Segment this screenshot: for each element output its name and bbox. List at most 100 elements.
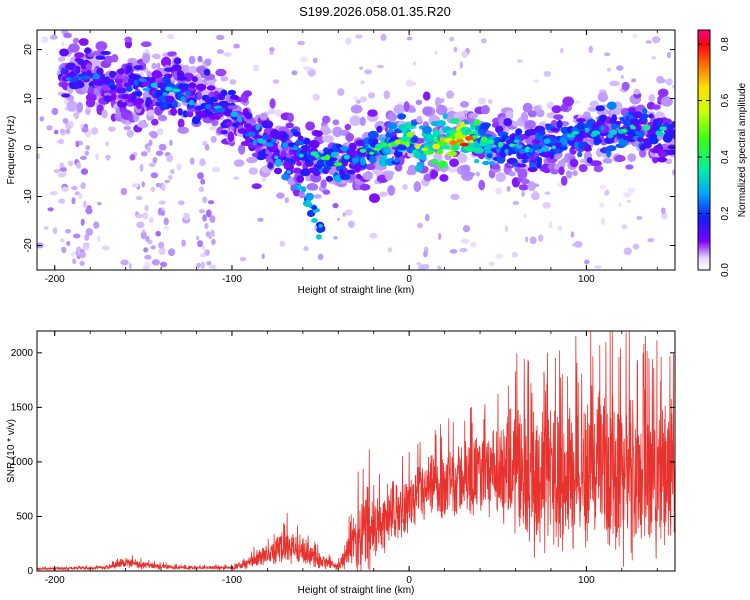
heatmap-blob <box>300 168 311 177</box>
heatmap-blob <box>170 168 175 175</box>
heatmap-blob <box>188 99 195 106</box>
heatmap-blob <box>84 47 92 55</box>
heatmap-blob <box>201 245 206 251</box>
heatmap-blob <box>595 138 603 144</box>
heatmap-blob <box>139 164 144 172</box>
heatmap-blob <box>533 79 540 84</box>
heatmap-blob <box>101 83 110 92</box>
heatmap-blob <box>142 265 150 270</box>
heatmap-blob <box>630 124 635 130</box>
heatmap-blob <box>666 149 675 156</box>
heatmap-blob <box>642 108 648 114</box>
heatmap-blob <box>59 48 69 57</box>
heatmap-blob <box>209 264 217 270</box>
heatmap-blob <box>381 142 388 148</box>
heatmap-blob <box>197 55 203 63</box>
heatmap-blob <box>133 65 144 70</box>
y-tick-label: 0 <box>23 144 34 150</box>
heatmap-blob <box>54 129 59 135</box>
heatmap-blob <box>562 96 574 107</box>
heatmap-blob <box>436 104 448 116</box>
heatmap-blob <box>376 125 383 133</box>
heatmap-blob <box>332 203 339 209</box>
heatmap-blob <box>343 154 350 160</box>
heatmap-blob <box>573 100 581 104</box>
heatmap-blob <box>209 215 216 223</box>
heatmap-blob <box>577 151 583 158</box>
y-tick-label: 500 <box>16 511 33 522</box>
heatmap-blob <box>233 176 240 180</box>
heatmap-blob <box>387 122 398 130</box>
heatmap-blob <box>61 67 66 73</box>
heatmap-blob <box>171 99 178 108</box>
heatmap-blob <box>520 112 529 123</box>
heatmap-blob <box>272 145 279 151</box>
heatmap-blob <box>637 130 645 138</box>
heatmap-blob <box>442 145 451 150</box>
heatmap-blob <box>275 109 283 117</box>
heatmap-blob <box>625 164 634 170</box>
snr-y-ticks: 0 500 1000 1500 2000 <box>11 348 675 577</box>
heatmap-blob <box>322 135 334 143</box>
heatmap-blob <box>256 155 266 161</box>
spectrogram-y-ticks: -20 -10 0 10 20 <box>23 44 675 253</box>
heatmap-blob <box>203 68 211 76</box>
heatmap-blob <box>447 165 457 173</box>
heatmap-blob <box>88 86 95 94</box>
heatmap-blob <box>495 172 506 183</box>
heatmap-blob <box>526 128 538 136</box>
heatmap-blob <box>423 250 428 258</box>
heatmap-blob <box>227 131 235 143</box>
y-tick-label: 0 <box>27 566 33 577</box>
heatmap-blob <box>470 241 477 248</box>
heatmap-blob <box>306 183 319 191</box>
heatmap-blob <box>602 158 613 164</box>
heatmap-blob <box>408 107 416 113</box>
heatmap-blob <box>520 178 530 185</box>
heatmap-blob <box>495 125 504 134</box>
heatmap-blob <box>424 213 430 222</box>
heatmap-blob <box>459 247 468 253</box>
heatmap-blob <box>158 143 167 151</box>
heatmap-blob <box>427 133 435 142</box>
heatmap-blob <box>178 200 185 206</box>
heatmap-blob <box>176 76 188 81</box>
heatmap-blob <box>108 126 116 132</box>
heatmap-blob <box>349 115 361 126</box>
heatmap-blob <box>239 256 247 262</box>
snr-x-label: Height of straight line (km) <box>298 585 415 596</box>
heatmap-blob <box>259 112 268 121</box>
heatmap-blob <box>72 37 80 44</box>
heatmap-blob <box>247 131 256 137</box>
heatmap-blob <box>308 139 320 149</box>
heatmap-blob <box>439 174 449 182</box>
heatmap-blob <box>620 74 624 79</box>
colorbar-tick-label: 0.4 <box>720 150 731 164</box>
heatmap-blob <box>124 36 133 43</box>
heatmap-blob <box>117 68 125 75</box>
heatmap-blob <box>164 73 173 79</box>
heatmap-blob <box>468 112 479 119</box>
heatmap-blob <box>200 178 206 185</box>
heatmap-blob <box>464 120 470 125</box>
heatmap-blob <box>261 253 265 259</box>
heatmap-blob <box>469 140 474 144</box>
heatmap-blob <box>660 96 673 107</box>
heatmap-blob <box>186 110 194 118</box>
heatmap-blob <box>69 77 78 82</box>
heatmap-blob <box>508 171 516 177</box>
heatmap-blob <box>205 144 210 151</box>
heatmap-blob <box>317 253 324 260</box>
heatmap-blob <box>167 51 177 57</box>
heatmap-blob <box>515 128 523 136</box>
snr-y-label: SNR (10 * v/v) <box>6 419 17 483</box>
heatmap-blob <box>460 142 469 147</box>
heatmap-blob <box>80 182 86 190</box>
heatmap-blob <box>169 139 173 146</box>
heatmap-blob <box>146 145 151 153</box>
heatmap-blob <box>270 138 277 143</box>
heatmap-blob <box>188 55 196 65</box>
heatmap-blob <box>558 166 565 176</box>
heatmap-blob <box>229 79 237 85</box>
heatmap-blob <box>71 197 76 205</box>
